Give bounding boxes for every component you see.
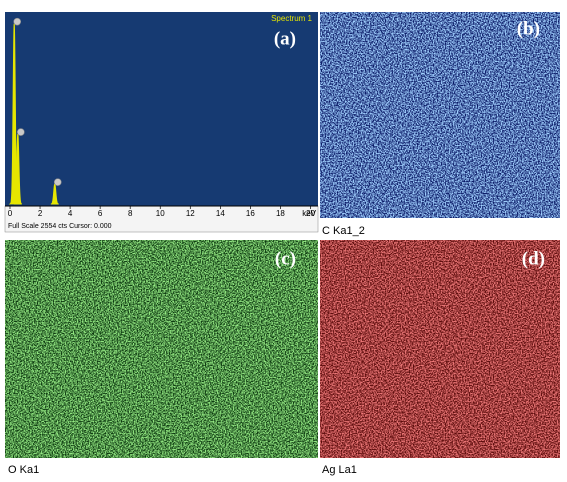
x-tick-label: 16 [246,209,255,218]
element-map-signal [320,240,560,458]
x-tick-label: 20 [306,209,315,218]
panel-label: (c) [275,248,296,269]
spectrum-plot-area [5,12,318,206]
map-caption: Ag La1 [322,464,357,476]
panel-label: (a) [274,28,296,49]
legend: Spectrum 1 [271,14,312,23]
panel-label: (b) [517,18,540,39]
spectrum-footer: Full Scale 2554 cts Cursor: 0.000 [8,223,112,230]
element-map-signal [5,240,318,458]
map-caption: C Ka1_2 [322,225,365,237]
x-tick-label: 6 [98,209,103,218]
panel-label: (d) [522,248,545,269]
x-tick-label: 18 [276,209,285,218]
x-tick-label: 10 [156,209,165,218]
x-tick-label: 12 [186,209,195,218]
peak-marker [14,18,21,25]
x-tick-label: 8 [128,209,133,218]
x-tick-label: 0 [8,209,13,218]
element-map-signal [320,12,560,218]
x-tick-label: 14 [216,209,225,218]
figure: Spectrum 1 (a) keV Full Scale 2554 cts C… [0,0,567,482]
map-caption: O Ka1 [8,464,39,476]
peak-marker [17,129,24,136]
x-tick-label: 2 [38,209,43,218]
peak-marker [54,179,61,186]
x-tick-label: 4 [68,209,73,218]
